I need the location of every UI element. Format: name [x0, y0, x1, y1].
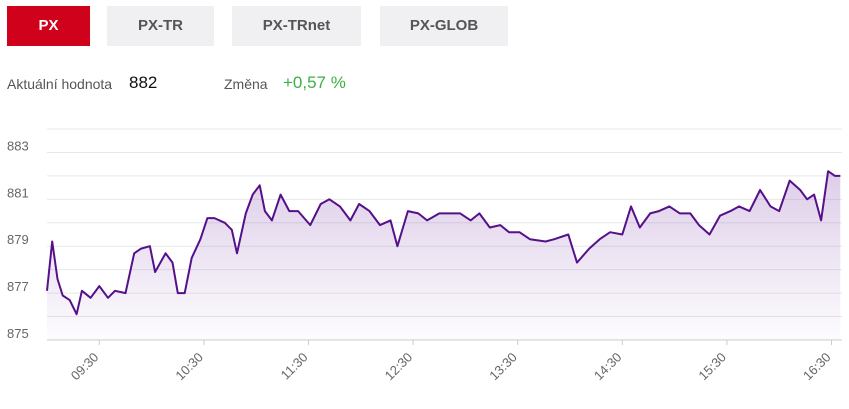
change-value: +0,57 % — [283, 73, 346, 92]
y-tick-label: 875 — [7, 326, 29, 341]
tab[interactable]: PX — [7, 6, 90, 46]
y-tick-label: 879 — [7, 232, 29, 247]
x-tick-label: 15:30 — [695, 350, 729, 384]
x-tick-label: 09:30 — [68, 350, 102, 384]
tab[interactable]: PX-TR — [107, 6, 214, 46]
x-tick-label: 16:30 — [800, 350, 834, 384]
line — [46, 170, 841, 316]
y-tick-label: 877 — [7, 279, 29, 294]
x-tick-label: 10:30 — [172, 350, 206, 384]
area — [47, 171, 841, 340]
y-tick-label: 883 — [7, 138, 29, 153]
current-value: 882 — [129, 73, 158, 92]
y-tick-label: 881 — [7, 185, 29, 200]
tab[interactable]: PX-TRnet — [232, 6, 361, 46]
x-tick-label: 14:30 — [591, 350, 625, 384]
x-tick-label: 13:30 — [486, 350, 520, 384]
tab[interactable]: PX-GLOB — [380, 6, 508, 46]
change-label: Změna — [224, 76, 268, 92]
current-label: Aktuální hodnota — [7, 76, 113, 92]
x-tick-label: 12:30 — [382, 350, 416, 384]
x-tick-label: 11:30 — [278, 350, 311, 383]
